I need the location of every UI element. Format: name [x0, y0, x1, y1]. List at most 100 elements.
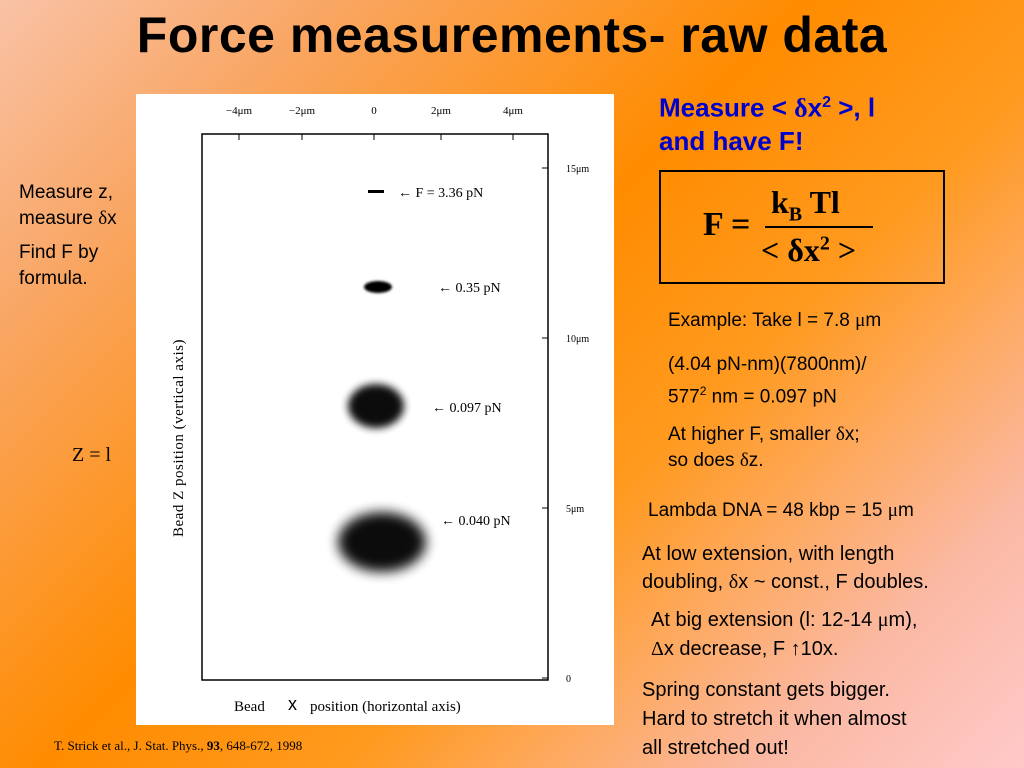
bead-spot-0-35pN: [364, 281, 392, 293]
spring-line3: all stretched out!: [642, 737, 789, 759]
higher-suffix: x;: [844, 424, 860, 445]
force-label: ← 0.35 pN: [438, 281, 501, 296]
calc-577: 577: [668, 386, 700, 408]
top-tick-label: 2μm: [431, 105, 451, 117]
raw-data-figure: −4μm −2μm 0 2μm 4μm 15μm 10μm 5μm 0 ← F …: [136, 94, 614, 725]
spring-constant-note: Spring constant gets bigger. Hard to str…: [642, 676, 907, 763]
big-suffix: m),: [888, 609, 918, 631]
measure-dx-line: measure δx: [19, 206, 117, 232]
big-prefix: At big extension (l: 12-14: [651, 609, 878, 631]
citation: T. Strick et al., J. Stat. Phys., 93, 64…: [54, 738, 302, 754]
higher-prefix: At higher F, smaller: [668, 424, 836, 445]
spring-line2: Hard to stretch it when almost: [642, 708, 907, 730]
low-line2: doubling, δx ~ const., F doubles.: [642, 568, 929, 596]
raw-data-plot: −4μm −2μm 0 2μm 4μm 15μm 10μm 5μm 0 ← F …: [171, 105, 589, 715]
find-f-line1: Find F by: [19, 242, 99, 263]
bead-spot-3-36pN: [368, 190, 384, 193]
citation-volume: 93: [206, 738, 220, 753]
x-axis-label-right: position (horizontal axis): [310, 699, 461, 715]
force-label: ← 0.097 pN: [432, 401, 502, 416]
lambda-suffix: m: [897, 500, 914, 521]
example-line: Example: Take l = 7.8 μm: [668, 308, 881, 334]
delta-symbol: δ: [728, 571, 739, 593]
top-tick-label: −4μm: [226, 105, 253, 117]
delta-symbol: δ: [787, 232, 804, 268]
find-f-line2: formula.: [19, 268, 88, 289]
spring-line1: Spring constant gets bigger.: [642, 679, 890, 701]
den-open: <: [761, 232, 788, 268]
higher-line1: At higher F, smaller δx;: [668, 422, 860, 448]
x-axis-label-left: Bead: [234, 699, 265, 715]
low-line1: At low extension, with length: [642, 543, 895, 565]
big-line1: At big extension (l: 12-14 μm),: [651, 606, 917, 635]
big-line2: Δx decrease, F ↑10x.: [651, 635, 917, 664]
citation-prefix: T. Strick et al., J. Stat. Phys.,: [54, 738, 207, 753]
top-tick-label: 4μm: [503, 105, 523, 117]
low-extension-note: At low extension, with length doubling, …: [642, 540, 929, 596]
z-equals-l: Z = l: [72, 444, 112, 466]
force-label: ← F = 3.36 pN: [398, 186, 483, 201]
right-tick-label: 10μm: [566, 334, 589, 345]
capital-delta-symbol: Δ: [651, 638, 664, 660]
right-tick-label: 5μm: [566, 504, 584, 515]
top-tick-label: −2μm: [289, 105, 316, 117]
force-formula-box: F = kB Tl < δx2 >: [659, 170, 945, 284]
higher-prefix-2: so does: [668, 450, 740, 471]
heading-x: x: [807, 92, 823, 123]
den-sup: 2: [819, 232, 830, 255]
delta-symbol: δ: [739, 450, 749, 471]
heading-sup: 2: [822, 94, 832, 111]
fraction-bar: [765, 226, 873, 228]
calc-line2: 5772 nm = 0.097 pN: [668, 378, 867, 410]
low-suffix: x ~ const., F doubles.: [738, 571, 929, 593]
example-suffix: m: [865, 310, 882, 331]
big-extension-note: At big extension (l: 12-14 μm), Δx decre…: [651, 606, 917, 664]
measure-dx-prefix: measure: [19, 208, 99, 229]
higher-force-note: At higher F, smaller δx; so does δz.: [668, 422, 860, 474]
formula-denominator: < δx2 >: [761, 232, 856, 269]
citation-suffix: , 648-672, 1998: [219, 738, 303, 753]
den-x: x: [803, 232, 820, 268]
delta-symbol: δ: [794, 93, 808, 123]
calculation: (4.04 pN-nm)(7800nm)/ 5772 nm = 0.097 pN: [668, 352, 867, 410]
right-tick-label: 0: [566, 674, 571, 685]
formula-k: k: [771, 184, 789, 220]
mu-symbol: μ: [887, 500, 898, 521]
formula-b-sub: B: [788, 203, 803, 226]
plot-border: [201, 133, 549, 681]
force-label: ← 0.040 pN: [441, 514, 511, 529]
measure-heading-line2: and have F!: [659, 125, 804, 156]
lambda-prefix: Lambda DNA = 48 kbp = 15: [648, 500, 888, 521]
den-close: >: [829, 232, 857, 268]
heading-suffix: >, l: [831, 92, 876, 123]
lambda-dna-line: Lambda DNA = 48 kbp = 15 μm: [648, 498, 914, 524]
calc-line1: (4.04 pN-nm)(7800nm)/: [668, 354, 867, 375]
mu-symbol: μ: [877, 609, 889, 631]
calc-rest: nm = 0.097 pN: [706, 386, 837, 408]
formula-lhs: F =: [703, 206, 751, 243]
measure-dx-suffix: x: [107, 208, 117, 229]
formula-tl: Tl: [802, 184, 840, 220]
measure-heading: Measure < δx2 >, l and have F!: [659, 86, 875, 158]
low-prefix: doubling,: [642, 571, 729, 593]
formula-numerator: kB Tl: [771, 184, 840, 226]
slide-title: Force measurements- raw data: [136, 7, 888, 63]
delta-symbol: δ: [98, 208, 108, 229]
y-axis-label: Bead Z position (vertical axis): [171, 339, 187, 537]
delta-symbol: δ: [835, 424, 845, 445]
right-tick-label: 15μm: [566, 164, 589, 175]
example-prefix: Example: Take l = 7.8: [668, 310, 856, 331]
measure-heading-line1: Measure < δx2 >, l: [659, 86, 875, 125]
x-axis-label-x: x: [288, 694, 297, 714]
heading-prefix: Measure <: [659, 92, 795, 123]
left-notes: Measure z, measure δx Find F by formula.: [19, 180, 117, 292]
top-tick-label: 0: [371, 105, 377, 117]
big-line2-suffix: x decrease, F ↑10x.: [663, 638, 839, 660]
bead-spot-0-097pN: [348, 384, 404, 428]
mu-symbol: μ: [855, 310, 866, 331]
higher-line2: so does δz.: [668, 448, 860, 474]
measure-z-line: Measure z,: [19, 182, 113, 203]
bead-spot-0-040pN: [338, 512, 426, 572]
higher-suffix-2: z.: [748, 450, 764, 471]
calc-sup: 2: [699, 384, 707, 398]
